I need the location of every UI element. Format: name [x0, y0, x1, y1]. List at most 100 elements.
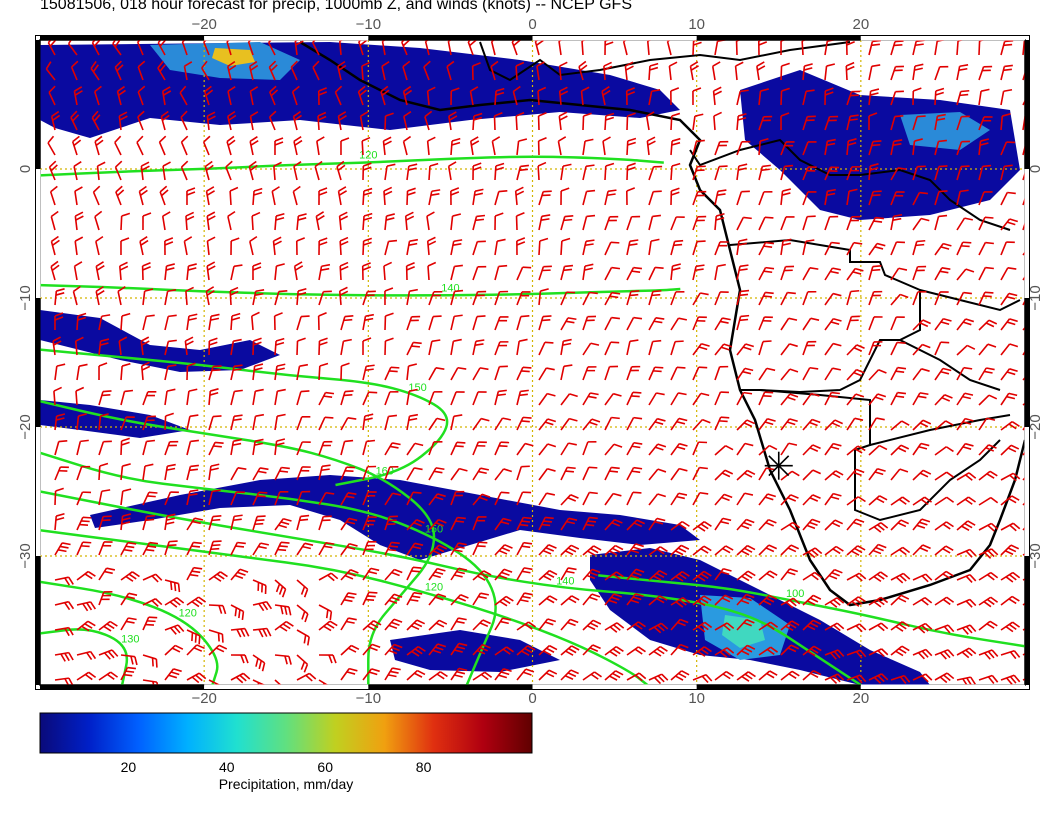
wind-barb	[362, 162, 372, 181]
wind-barb	[362, 290, 376, 306]
wind-barb	[557, 136, 567, 156]
wind-barb	[582, 418, 601, 431]
wind-barb	[780, 40, 790, 56]
wind-barb	[934, 420, 954, 431]
wind-barb	[208, 313, 220, 331]
wind-barb	[912, 191, 929, 206]
lon-tick-label-bottom: 10	[688, 690, 705, 707]
wind-barb	[180, 160, 189, 181]
wind-barb	[76, 439, 89, 456]
wind-barb	[537, 86, 547, 106]
wind-barb	[538, 288, 549, 306]
wind-barb	[334, 85, 343, 106]
wind-barb	[802, 418, 821, 431]
wind-barb	[714, 365, 729, 381]
wind-barb	[252, 187, 263, 206]
wind-barb	[780, 265, 795, 281]
wind-barb	[1022, 191, 1025, 206]
lat-tick-label-left: −20	[17, 414, 34, 439]
wind-barb	[428, 339, 441, 356]
wind-barb	[206, 236, 216, 256]
wind-barb	[1022, 267, 1025, 281]
wind-barb	[846, 241, 863, 256]
height-contour	[40, 155, 664, 177]
wind-barb	[560, 291, 576, 306]
wind-barb	[758, 115, 773, 131]
wind-barb	[47, 40, 57, 56]
wind-barb	[340, 362, 350, 381]
wind-barb	[604, 291, 621, 306]
wind-barb	[714, 165, 728, 181]
wind-barb	[890, 213, 903, 231]
wind-barb	[956, 189, 969, 206]
wind-barb	[1022, 243, 1025, 256]
wind-barb	[582, 112, 592, 131]
wind-barb	[582, 291, 598, 306]
wind-barb	[472, 188, 484, 206]
wind-barb	[252, 413, 265, 431]
wind-barb	[692, 366, 708, 381]
wind-barb	[604, 365, 619, 381]
wind-barb	[450, 289, 464, 306]
wind-barb	[711, 61, 721, 81]
wind-barb	[450, 137, 461, 156]
wind-barb	[1000, 392, 1018, 406]
wind-barb	[208, 388, 219, 406]
wind-barb	[846, 289, 860, 306]
wind-barb	[648, 62, 659, 81]
wind-barb	[846, 138, 857, 156]
wind-barb	[203, 40, 211, 56]
wind-barb	[90, 60, 100, 81]
wind-barb	[625, 187, 636, 206]
wind-barb	[92, 185, 101, 206]
wind-barb	[296, 415, 311, 431]
wind-barb	[251, 211, 261, 231]
wind-barb	[604, 341, 620, 356]
wind-barb	[758, 88, 769, 106]
wind-barb	[472, 162, 482, 181]
wind-barb	[141, 262, 151, 281]
wind-barb	[978, 164, 992, 181]
wind-barb	[626, 266, 643, 281]
wind-barb	[296, 287, 307, 306]
wind-barb	[447, 40, 457, 56]
wind-barb	[205, 186, 215, 206]
wind-barb	[912, 165, 926, 181]
wind-barb	[157, 60, 166, 81]
wind-barb	[318, 391, 335, 406]
wind-barb	[668, 61, 678, 81]
wind-barb	[824, 419, 843, 431]
wind-barb	[467, 40, 477, 56]
wind-barb	[802, 366, 819, 381]
wind-barb	[139, 236, 149, 256]
wind-barb	[274, 290, 288, 306]
wind-barb	[714, 241, 729, 256]
wind-barb	[692, 292, 709, 306]
wind-barb	[384, 239, 398, 256]
wind-barb	[758, 291, 774, 306]
wind-barb	[340, 416, 357, 431]
wind-barb	[780, 112, 790, 131]
wind-barb	[428, 367, 445, 381]
wind-barb	[1000, 141, 1015, 156]
wind-barb	[516, 416, 532, 431]
wind-barb	[186, 263, 197, 281]
wind-barb	[648, 339, 662, 356]
wind-barb	[802, 215, 816, 231]
wind-barb	[537, 112, 547, 131]
wind-barb	[934, 394, 953, 406]
wind-barb	[956, 165, 970, 181]
wind-barb	[626, 391, 642, 406]
wind-barb	[54, 288, 65, 306]
wind-barb	[98, 413, 109, 431]
lon-tick-label-top: 10	[688, 16, 705, 33]
wind-barb	[670, 187, 680, 206]
wind-barb	[296, 441, 311, 456]
wind-barb	[274, 363, 286, 381]
wind-barb	[137, 110, 145, 131]
wind-barb	[670, 87, 680, 106]
wind-barb	[120, 362, 131, 381]
height-contour	[40, 528, 649, 685]
wind-barb	[978, 367, 995, 381]
wind-barb	[560, 393, 578, 406]
